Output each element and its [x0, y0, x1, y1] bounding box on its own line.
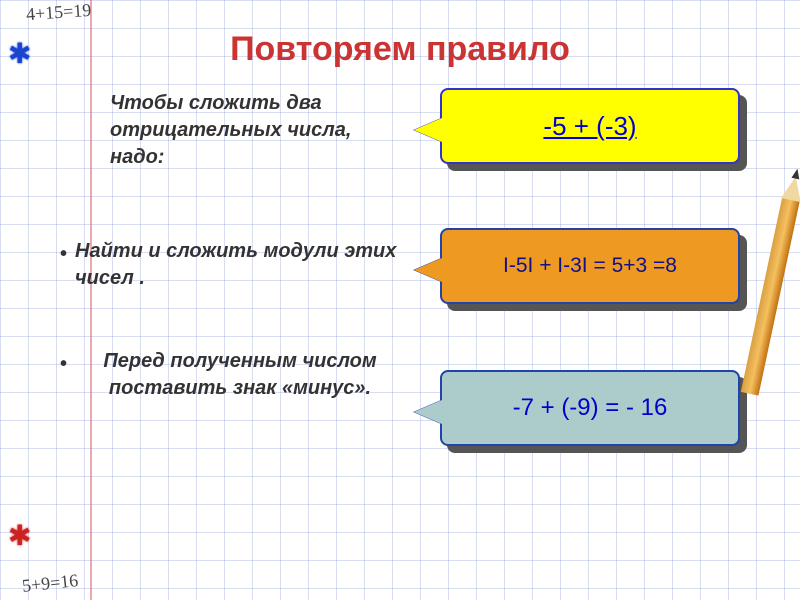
bullet-text: Перед полученным числом поставить знак «…	[103, 350, 376, 399]
callout-tail-icon	[414, 118, 442, 142]
handwriting-bottom: 5+9=16	[21, 570, 79, 597]
bullet-item-2: • Перед полученным числом поставить знак…	[75, 348, 405, 402]
callout-tail-icon	[414, 258, 442, 282]
callout-example-1: -5 + (-3)	[440, 88, 740, 164]
callout-text: -7 + (-9) = - 16	[513, 394, 668, 422]
callout-example-3: -7 + (-9) = - 16	[440, 370, 740, 446]
paint-splat-red-icon: ✱	[8, 522, 31, 550]
content: 4+15=19 ✱ Повторяем правило Чтобы сложит…	[0, 0, 800, 600]
callout-tail-icon	[414, 400, 442, 424]
bullet-dot-icon: •	[60, 351, 67, 378]
callout-example-2: I-5I + I-3I = 5+3 =8	[440, 228, 740, 304]
page-title: Повторяем правило	[0, 30, 800, 69]
callout-text: -5 + (-3)	[543, 111, 636, 142]
pencil-icon	[741, 196, 800, 395]
bullet-item-1: • Найти и сложить модули этих чисел .	[75, 238, 405, 292]
bullet-dot-icon: •	[60, 241, 67, 268]
intro-text: Чтобы сложить два отрицательных числа, н…	[110, 90, 390, 171]
handwriting-top: 4+15=19	[25, 0, 92, 25]
bullet-text: Найти и сложить модули этих чисел .	[75, 240, 396, 289]
callout-text: I-5I + I-3I = 5+3 =8	[503, 254, 677, 278]
